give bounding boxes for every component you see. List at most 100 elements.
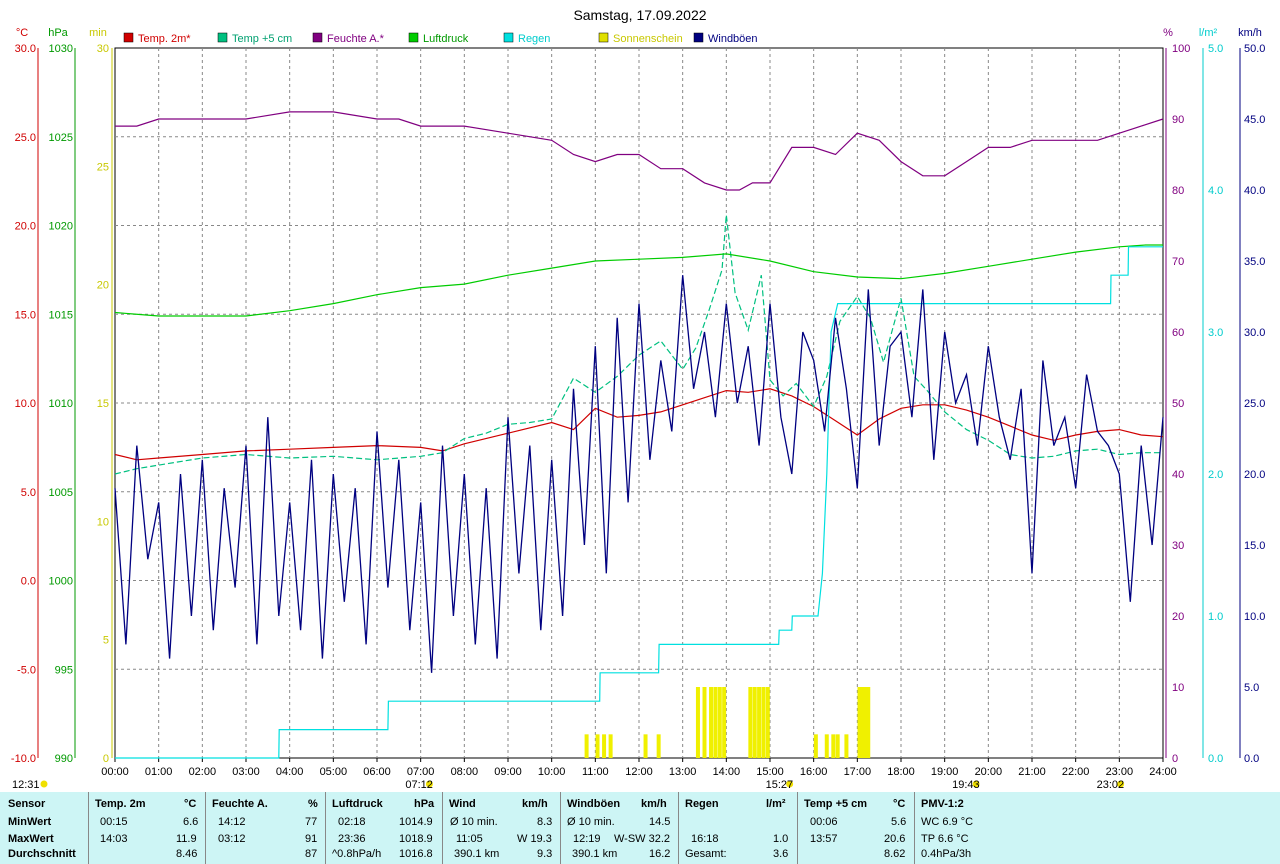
wind-max-value: W 19.3 [517, 833, 552, 845]
gusts-total-distance: 390.1 km [572, 848, 618, 860]
chart-series [114, 111, 1164, 759]
x-tick-label: 01:00 [145, 766, 173, 778]
sunshine-bar [844, 734, 849, 758]
wind-tick-label: 35.0 [1244, 256, 1265, 268]
sunshine-bar [866, 687, 871, 758]
humidity-tick-label: 40 [1172, 469, 1184, 481]
sunshine-bar [752, 687, 757, 758]
wind-tick-label: 40.0 [1244, 185, 1265, 197]
temp2m-min-time: 00:15 [100, 816, 128, 828]
sunshine-bar [709, 687, 714, 758]
sunshine-tick-label: 25 [97, 161, 109, 173]
x-tick-label: 13:00 [669, 766, 697, 778]
temp5-min-value: 5.6 [891, 816, 907, 828]
temp-tick-label: 0.0 [21, 576, 36, 588]
pressure-tick-label: 1020 [49, 221, 73, 233]
sun-marker-label: 12:31 [12, 779, 40, 791]
temp5-avg-value: 8.62 [884, 848, 906, 860]
legend-swatch [217, 32, 228, 43]
stats-unit-humidity: % [308, 798, 318, 810]
pressure-trend: ^0.8hPa/h [332, 848, 382, 860]
temp2m-max-time: 14:03 [100, 833, 128, 845]
x-tick-label: 22:00 [1062, 766, 1090, 778]
legend-label: Feuchte A.* [327, 33, 385, 45]
x-tick-label: 11:00 [582, 766, 609, 778]
sun-marker-icon [786, 780, 794, 788]
sunshine-bar [757, 687, 762, 758]
humidity-tick-label: 50 [1172, 398, 1184, 410]
rain-tick-label: 2.0 [1208, 469, 1223, 481]
sunshine-bar [717, 687, 722, 758]
humidity-tick-label: 60 [1172, 327, 1184, 339]
x-tick-label: 10:00 [538, 766, 566, 778]
wind-max-time: 11:05 [456, 833, 483, 845]
stats-header-pressure: Luftdruck [332, 798, 383, 810]
stats-unit-temp2m: °C [184, 798, 197, 810]
sunshine-bar [595, 734, 600, 758]
sun-marker-icon [1117, 780, 1125, 788]
wind-tick-label: 5.0 [1244, 682, 1259, 694]
x-tick-label: 09:00 [494, 766, 522, 778]
x-tick-label: 16:00 [800, 766, 828, 778]
temp2m-min-value: 6.6 [183, 816, 199, 828]
sunshine-bar [835, 734, 840, 758]
x-tick-label: 03:00 [232, 766, 260, 778]
sunshine-bar [813, 734, 818, 758]
rain-tick-label: 5.0 [1208, 43, 1223, 55]
wind-tick-label: 10.0 [1244, 611, 1265, 623]
sunshine-bar [824, 734, 829, 758]
sunshine-bar [857, 687, 862, 758]
time-markers: 12:31 07:12 15:27 19:43 23:02 [12, 779, 1124, 791]
series-line-temp-2m- [114, 388, 1164, 461]
wind-tick-label: 20.0 [1244, 469, 1265, 481]
temp-tick-label: 20.0 [15, 221, 36, 233]
legend-label: Sonnenschein [613, 33, 683, 45]
gusts-max-time: 12:19 [573, 833, 601, 845]
x-tick-label: 19:00 [931, 766, 959, 778]
rain-total-value: 3.6 [773, 848, 789, 860]
humidity-unit-label: % [1163, 27, 1173, 39]
pressure-tick-label: 995 [55, 664, 73, 676]
sunshine-tick-label: 15 [97, 398, 109, 410]
pmv-dewpoint: TP 6.6 °C [921, 833, 969, 845]
pressure-tick-label: 1000 [49, 576, 73, 588]
stats-unit-pressure: hPa [414, 798, 435, 810]
sunshine-unit-label: min [89, 27, 107, 39]
sunshine-bar [713, 687, 718, 758]
sunshine-tick-label: 20 [97, 280, 109, 292]
stats-header-temp5: Temp +5 cm [804, 798, 868, 810]
rain-max-value: 1.0 [773, 833, 789, 845]
sun-marker-label: 15:27 [766, 779, 794, 791]
sunshine-bar [608, 734, 613, 758]
x-tick-label: 24:00 [1149, 766, 1177, 778]
series-line-regen [115, 246, 1163, 759]
temp-tick-label: -5.0 [17, 664, 36, 676]
sun-marker-icon [425, 780, 433, 788]
stats-row-label-avg: Durchschnitt [8, 848, 76, 860]
pressure-avg-value: 1016.8 [399, 848, 433, 860]
x-tick-label: 02:00 [189, 766, 217, 778]
sunshine-bar [861, 687, 866, 758]
humidity-max-value: 91 [305, 833, 318, 845]
series-line-feuchte-a- [115, 111, 1164, 191]
temp5-max-value: 20.6 [884, 833, 906, 845]
wind-tick-label: 25.0 [1244, 398, 1265, 410]
stats-header-humidity: Feuchte A. [212, 798, 268, 810]
x-tick-label: 00:00 [101, 766, 129, 778]
humidity-min-value: 77 [305, 816, 318, 828]
wind-min-value: 8.3 [537, 816, 553, 828]
wind-tick-label: 0.0 [1244, 753, 1259, 765]
rain-unit-label: l/m² [1199, 27, 1218, 39]
sunshine-bar [831, 734, 836, 758]
humidity-tick-label: 0 [1172, 753, 1178, 765]
stats-row-label-min: MinWert [8, 816, 52, 828]
sunshine-bar [584, 734, 589, 758]
stats-header-gusts: Windböen [567, 798, 621, 810]
humidity-tick-label: 90 [1172, 114, 1184, 126]
humidity-tick-label: 80 [1172, 185, 1184, 197]
temp2m-avg-value: 8.46 [176, 848, 198, 860]
pressure-tick-label: 1025 [49, 132, 73, 144]
sunshine-tick-label: 10 [97, 516, 109, 528]
pressure-tick-label: 1010 [49, 398, 73, 410]
humidity-tick-label: 100 [1172, 43, 1190, 55]
